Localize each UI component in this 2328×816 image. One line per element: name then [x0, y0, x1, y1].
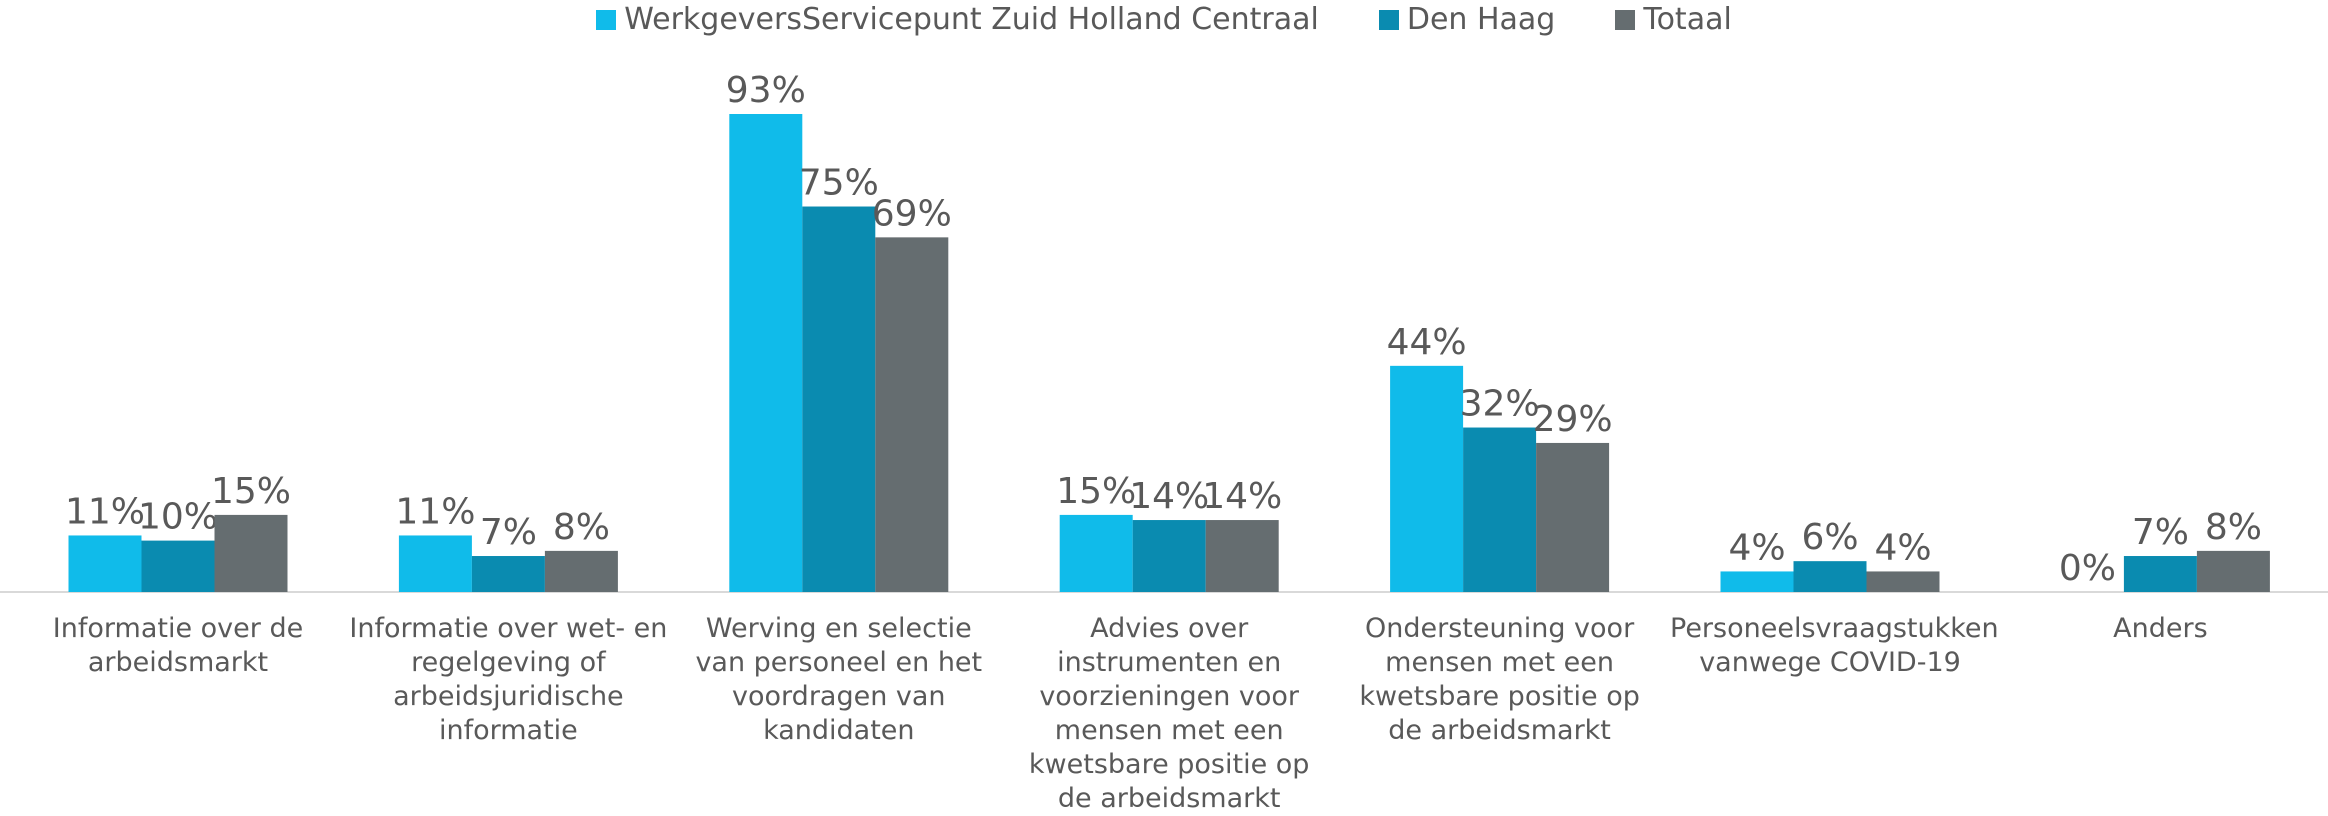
bar	[1059, 514, 1133, 592]
bar	[214, 514, 288, 592]
value-label: 15%	[1056, 471, 1136, 512]
bar	[729, 114, 803, 592]
legend-label: WerkgeversServicepunt Zuid Holland Centr…	[624, 2, 1319, 37]
bar	[1463, 427, 1537, 592]
x-tick-label: Informatie over wet- en regelgeving of a…	[349, 613, 668, 746]
bar	[68, 535, 142, 592]
value-label: 7%	[2132, 512, 2189, 553]
bar	[1793, 561, 1867, 592]
x-tick-label: Anders	[2113, 613, 2208, 644]
legend-item: Den Haag	[1378, 2, 1556, 37]
value-label: 8%	[2205, 507, 2262, 548]
bar	[1132, 520, 1206, 592]
legend-item: Totaal	[1615, 2, 1732, 37]
value-label: 4%	[1728, 527, 1785, 568]
bar	[1536, 442, 1610, 592]
value-label: 15%	[211, 471, 291, 512]
bar	[1390, 365, 1464, 592]
value-label: 4%	[1874, 527, 1931, 568]
value-label: 10%	[138, 497, 218, 538]
legend-swatch	[1378, 9, 1399, 30]
bar	[1205, 520, 1279, 592]
bar	[471, 556, 545, 592]
bar	[544, 550, 618, 592]
bar	[141, 540, 215, 592]
value-label: 8%	[553, 507, 610, 548]
value-label: 0%	[2059, 548, 2116, 589]
bar	[875, 237, 949, 592]
bar	[2196, 550, 2270, 592]
value-label: 14%	[1129, 476, 1209, 517]
bar	[802, 206, 876, 593]
value-label: 32%	[1460, 384, 1540, 425]
bar	[1866, 571, 1940, 592]
value-label: 44%	[1387, 322, 1467, 363]
legend-label: Den Haag	[1406, 2, 1556, 37]
value-label: 11%	[65, 491, 145, 532]
legend-item: WerkgeversServicepunt Zuid Holland Centr…	[596, 2, 1319, 37]
legend: WerkgeversServicepunt Zuid Holland Centr…	[0, 2, 2328, 37]
value-label: 69%	[872, 193, 952, 234]
value-label: 75%	[799, 163, 879, 204]
legend-swatch	[1615, 9, 1636, 30]
x-tick-label: Ondersteuning voor mensen met een kwetsb…	[1359, 613, 1640, 746]
value-label: 7%	[480, 512, 537, 553]
x-tick-label: Personeelsvraagstukken vanwege COVID-19	[1670, 613, 1999, 678]
x-tick-label: Werving en selectie van personeel en het…	[695, 613, 983, 746]
x-tick-label: Informatie over de arbeidsmarkt	[52, 613, 304, 678]
value-label: 6%	[1801, 517, 1858, 558]
bar	[1720, 571, 1794, 592]
legend-label: Totaal	[1643, 2, 1732, 37]
value-label: 11%	[395, 491, 475, 532]
value-label: 14%	[1202, 476, 1282, 517]
legend-swatch	[596, 9, 617, 30]
bar	[398, 535, 472, 592]
value-label: 29%	[1533, 399, 1613, 440]
bar	[2123, 556, 2197, 592]
value-label: 93%	[726, 70, 806, 111]
x-tick-label: Advies over instrumenten en voorzieninge…	[1028, 613, 1310, 814]
